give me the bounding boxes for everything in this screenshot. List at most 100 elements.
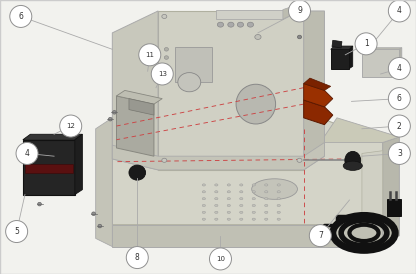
Circle shape	[389, 88, 410, 110]
Text: 4: 4	[397, 7, 402, 15]
Circle shape	[389, 58, 410, 79]
Polygon shape	[332, 40, 342, 48]
Polygon shape	[304, 78, 331, 90]
Polygon shape	[349, 46, 353, 68]
Ellipse shape	[252, 204, 255, 207]
Ellipse shape	[228, 22, 234, 27]
Ellipse shape	[202, 184, 206, 186]
Ellipse shape	[164, 48, 168, 51]
Ellipse shape	[129, 165, 146, 180]
Ellipse shape	[252, 191, 255, 193]
Ellipse shape	[297, 158, 302, 162]
Ellipse shape	[202, 218, 206, 220]
Ellipse shape	[343, 161, 362, 170]
Polygon shape	[283, 7, 291, 19]
Ellipse shape	[215, 184, 218, 186]
Circle shape	[6, 221, 27, 242]
Ellipse shape	[112, 110, 116, 114]
Ellipse shape	[240, 191, 243, 193]
Text: 4: 4	[397, 64, 402, 73]
Text: 7: 7	[318, 231, 323, 240]
Polygon shape	[320, 118, 399, 142]
Polygon shape	[96, 118, 112, 247]
Ellipse shape	[227, 191, 230, 193]
Polygon shape	[387, 199, 401, 216]
Polygon shape	[362, 48, 402, 49]
Polygon shape	[112, 225, 383, 247]
Ellipse shape	[227, 218, 230, 220]
Ellipse shape	[247, 22, 253, 27]
Polygon shape	[175, 47, 212, 82]
Ellipse shape	[277, 211, 280, 213]
Ellipse shape	[202, 211, 206, 213]
Polygon shape	[362, 151, 383, 219]
Ellipse shape	[255, 35, 261, 39]
Circle shape	[16, 142, 38, 164]
Ellipse shape	[265, 204, 268, 207]
Ellipse shape	[240, 211, 243, 213]
Polygon shape	[116, 96, 154, 156]
Ellipse shape	[265, 191, 268, 193]
Ellipse shape	[265, 211, 268, 213]
Ellipse shape	[217, 22, 224, 27]
Ellipse shape	[277, 218, 280, 220]
Ellipse shape	[252, 211, 255, 213]
Polygon shape	[362, 49, 399, 77]
Circle shape	[139, 44, 161, 66]
Circle shape	[389, 142, 410, 164]
Polygon shape	[112, 11, 158, 170]
Ellipse shape	[202, 204, 206, 207]
Ellipse shape	[215, 198, 218, 200]
Polygon shape	[158, 11, 304, 170]
Circle shape	[210, 248, 231, 270]
Ellipse shape	[265, 218, 268, 220]
Polygon shape	[23, 134, 82, 140]
Ellipse shape	[215, 204, 218, 207]
Ellipse shape	[202, 191, 206, 193]
Ellipse shape	[215, 218, 218, 220]
Ellipse shape	[277, 184, 280, 186]
Polygon shape	[112, 118, 383, 225]
Text: 3: 3	[397, 149, 402, 158]
Ellipse shape	[236, 84, 275, 124]
Ellipse shape	[227, 184, 230, 186]
Text: 6: 6	[397, 94, 402, 103]
Ellipse shape	[345, 151, 361, 169]
Circle shape	[126, 247, 148, 269]
Ellipse shape	[227, 211, 230, 213]
Ellipse shape	[297, 14, 302, 19]
Circle shape	[151, 63, 173, 85]
Ellipse shape	[237, 22, 243, 27]
Ellipse shape	[277, 191, 280, 193]
Ellipse shape	[98, 224, 102, 228]
Ellipse shape	[252, 198, 255, 200]
Text: 6: 6	[18, 12, 23, 21]
Text: 1: 1	[364, 39, 369, 48]
Circle shape	[355, 33, 377, 55]
Ellipse shape	[240, 204, 243, 207]
Polygon shape	[129, 99, 154, 115]
Ellipse shape	[277, 198, 280, 200]
Polygon shape	[399, 48, 402, 77]
Polygon shape	[304, 100, 333, 125]
Ellipse shape	[108, 118, 112, 121]
Polygon shape	[23, 140, 75, 195]
Ellipse shape	[240, 218, 243, 220]
Text: 5: 5	[14, 227, 19, 236]
Circle shape	[389, 115, 410, 137]
Text: 8: 8	[135, 253, 140, 262]
Ellipse shape	[162, 158, 167, 162]
Ellipse shape	[240, 198, 243, 200]
Ellipse shape	[227, 204, 230, 207]
Ellipse shape	[277, 204, 280, 207]
Ellipse shape	[215, 191, 218, 193]
Ellipse shape	[162, 14, 167, 19]
Polygon shape	[25, 164, 73, 173]
Ellipse shape	[240, 184, 243, 186]
Polygon shape	[112, 142, 324, 170]
Text: 2: 2	[397, 122, 402, 130]
Ellipse shape	[252, 179, 297, 199]
Circle shape	[60, 115, 82, 137]
Ellipse shape	[202, 198, 206, 200]
Ellipse shape	[164, 56, 168, 59]
